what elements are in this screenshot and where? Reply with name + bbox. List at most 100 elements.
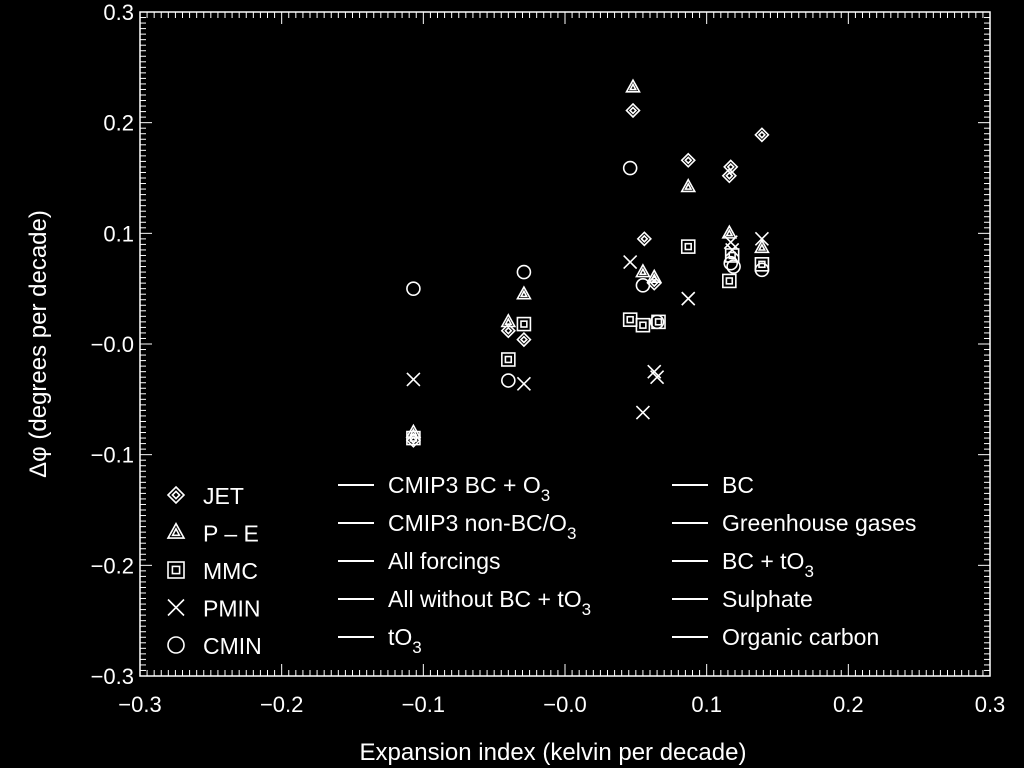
square-outer xyxy=(406,430,421,446)
legend-experiment-label: All forcings xyxy=(388,548,500,574)
legend-label: P – E xyxy=(203,521,259,547)
point-diamond xyxy=(754,127,770,143)
legend-experiment-label: tO3 xyxy=(388,624,422,657)
y-tick-label: −0.1 xyxy=(91,443,134,468)
diamond-inner xyxy=(409,436,418,445)
point-circle xyxy=(622,160,638,176)
point-circle xyxy=(723,255,739,271)
square-inner xyxy=(409,434,418,442)
legend-label: PMIN xyxy=(203,596,261,622)
point-x xyxy=(650,370,665,385)
legend-experiment-label: All without BC + tO3 xyxy=(388,586,591,619)
x-tick-label: 0.1 xyxy=(691,692,722,717)
point-diamond xyxy=(405,432,422,448)
triangle-outer xyxy=(625,78,641,93)
y-tick-label: 0.3 xyxy=(103,0,134,25)
point-square xyxy=(680,239,696,254)
y-tick-label: 0.1 xyxy=(103,221,134,246)
point-x xyxy=(406,372,421,387)
y-axis-label: Δφ (degrees per decade) xyxy=(25,210,52,478)
point-triangle xyxy=(625,78,641,93)
point-x xyxy=(623,255,638,270)
legend-experiment-label: BC + tO3 xyxy=(722,548,814,581)
y-tick-label: −0.3 xyxy=(91,664,134,689)
diamond-inner xyxy=(684,156,693,165)
square-outer xyxy=(516,316,532,332)
triangle-inner xyxy=(684,182,693,190)
triangle-inner xyxy=(638,267,647,276)
triangle-outer xyxy=(500,313,517,328)
point-diamond xyxy=(721,168,737,184)
legend-experiment-label: Organic carbon xyxy=(722,624,879,650)
x-axis-label: Expansion index (kelvin per decade) xyxy=(360,739,747,766)
diamond-inner xyxy=(504,326,513,335)
triangle-inner xyxy=(504,317,513,325)
square-outer xyxy=(754,257,770,272)
point-diamond xyxy=(636,231,652,247)
triangle-outer xyxy=(721,224,738,239)
point-triangle xyxy=(646,268,663,283)
legend-label: MMC xyxy=(203,558,258,584)
axis-ticks xyxy=(139,11,991,677)
point-square xyxy=(635,317,651,333)
y-tick-label: −0.0 xyxy=(91,332,134,357)
square-outer xyxy=(622,312,638,327)
point-circle xyxy=(726,259,741,274)
diamond-outer xyxy=(636,231,652,247)
diamond-outer xyxy=(625,102,641,119)
legend-subscript: 3 xyxy=(567,524,576,543)
square-inner xyxy=(725,277,734,285)
point-x xyxy=(635,405,650,420)
point-triangle xyxy=(754,238,770,254)
legend-experiment-label: Sulphate xyxy=(722,586,813,612)
square-inner xyxy=(626,315,634,324)
diamond-outer xyxy=(680,152,696,168)
point-triangle xyxy=(680,178,697,193)
diamond-inner xyxy=(171,490,181,500)
x-tick-label: −0.1 xyxy=(402,692,445,717)
point-square xyxy=(501,352,516,367)
triangle-outer xyxy=(516,285,532,300)
x-tick-label: −0.2 xyxy=(260,692,303,717)
triangle-outer xyxy=(754,238,770,254)
diamond-outer xyxy=(754,127,770,143)
diamond-inner xyxy=(757,130,766,139)
x-tick-label: −0.0 xyxy=(543,692,586,717)
square-inner xyxy=(504,355,513,364)
point-triangle xyxy=(516,285,532,300)
point-circle xyxy=(501,373,516,388)
triangle-outer xyxy=(646,268,663,283)
diamond-outer xyxy=(646,275,662,291)
triangle-inner xyxy=(519,289,528,298)
diamond-outer xyxy=(500,323,516,339)
point-x xyxy=(725,242,740,257)
square-inner xyxy=(639,321,647,329)
square-inner xyxy=(684,242,692,251)
point-x xyxy=(516,376,531,391)
experiment-legend: CMIP3 BC + O3 CMIP3 non-BC/O3 All forcings… xyxy=(338,472,917,657)
data-points xyxy=(405,78,770,448)
legend-label: CMIN xyxy=(203,633,262,659)
square-outer xyxy=(680,239,696,254)
square-outer xyxy=(722,273,737,289)
diamond-inner xyxy=(650,279,659,288)
legend-subscript: 3 xyxy=(804,562,813,581)
legend-subscript: 3 xyxy=(582,600,591,619)
square-inner xyxy=(728,251,736,260)
point-square xyxy=(622,312,638,327)
triangle-inner xyxy=(757,243,766,251)
legend-experiment-label: CMIP3 BC + O3 xyxy=(388,472,550,505)
x-tick-label: −0.3 xyxy=(118,692,161,717)
triangle-inner xyxy=(628,82,638,91)
point-square xyxy=(516,316,532,332)
y-tick-label: −0.2 xyxy=(91,553,134,578)
plot-frame xyxy=(139,11,991,677)
square-outer xyxy=(501,352,516,367)
triangle-outer xyxy=(635,263,651,278)
square-inner xyxy=(654,318,663,326)
point-circle xyxy=(406,281,421,296)
y-tick-label: 0.2 xyxy=(103,111,134,136)
point-diamond xyxy=(500,323,516,339)
legend-subscript: 3 xyxy=(541,486,550,505)
